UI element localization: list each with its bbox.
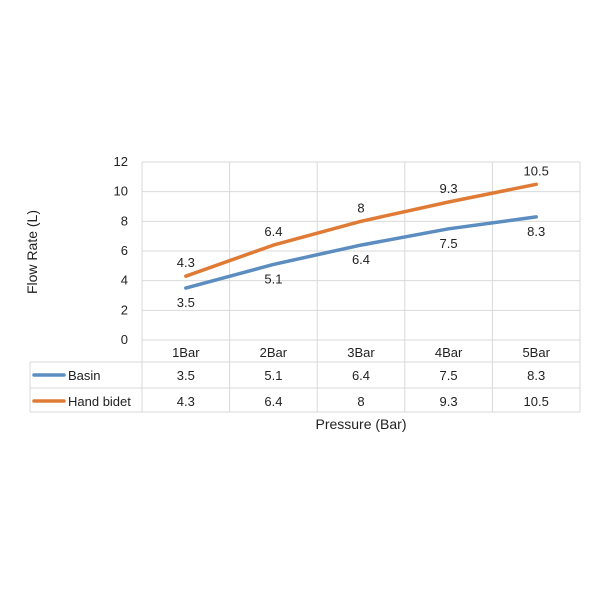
series-line [184, 182, 538, 278]
table-cell: 7.5 [440, 368, 458, 383]
data-labels: 3.5 5.1 6.4 7.5 8.3 4.3 6.4 8 9.3 10.5 [177, 163, 549, 310]
y-tick-label: 10 [114, 184, 128, 199]
x-tick-label: 4Bar [435, 345, 463, 360]
data-table: 1Bar 2Bar 3Bar 4Bar 5Bar Basin 3.5 5.1 6.4 7.5 8.3… [29, 345, 580, 413]
data-label: 4.3 [177, 255, 195, 270]
y-tick-label: 0 [121, 332, 128, 347]
x-tick-label: 2Bar [260, 345, 288, 360]
table-cell: 5.1 [264, 368, 282, 383]
data-label: 8.3 [527, 224, 545, 239]
y-tick-label: 4 [121, 273, 128, 288]
table-cell: 3.5 [177, 368, 195, 383]
data-label: 9.3 [440, 181, 458, 196]
table-cell: 4.3 [177, 394, 195, 409]
table-cell: 6.4 [352, 368, 370, 383]
x-tick-label: 3Bar [347, 345, 375, 360]
data-label: 5.1 [264, 271, 282, 286]
legend-series-name: Hand bidet [68, 394, 131, 409]
data-label: 7.5 [440, 236, 458, 251]
data-label: 6.4 [264, 224, 282, 239]
series-lines [184, 182, 538, 290]
y-axis-title: Flow Rate (L) [24, 210, 40, 294]
y-tick-label: 2 [121, 302, 128, 317]
table-cell: 10.5 [524, 394, 549, 409]
x-tick-label: 5Bar [522, 345, 550, 360]
table-cell: 8 [357, 394, 364, 409]
x-axis-title: Pressure (Bar) [315, 416, 406, 432]
y-tick-label: 12 [114, 154, 128, 169]
data-label: 6.4 [352, 252, 370, 267]
data-label: 8 [357, 200, 364, 215]
table-cell: 9.3 [440, 394, 458, 409]
series-line [184, 215, 538, 290]
y-tick-label: 8 [121, 213, 128, 228]
legend-series-name: Basin [68, 368, 101, 383]
x-tick-label: 1Bar [172, 345, 200, 360]
table-cell: 6.4 [264, 394, 282, 409]
y-tick-label: 6 [121, 243, 128, 258]
data-label: 3.5 [177, 295, 195, 310]
table-cell: 8.3 [527, 368, 545, 383]
y-axis-ticks: 0 2 4 6 8 10 12 [114, 154, 128, 347]
data-label: 10.5 [524, 163, 549, 178]
